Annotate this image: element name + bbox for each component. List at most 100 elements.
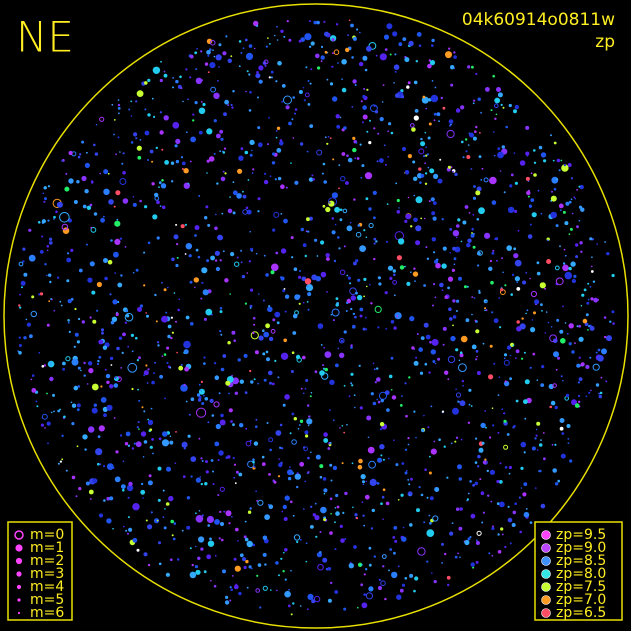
star (86, 243, 88, 246)
star (513, 424, 516, 428)
star (546, 259, 552, 264)
star (252, 543, 256, 547)
star (504, 545, 507, 549)
star (570, 177, 574, 180)
star (43, 186, 47, 190)
star (155, 146, 158, 150)
star (262, 585, 268, 591)
star (515, 349, 520, 354)
star (475, 125, 478, 129)
star (214, 554, 217, 557)
star (576, 325, 579, 328)
star (402, 37, 407, 41)
star (404, 265, 406, 268)
star (397, 238, 405, 245)
star (549, 334, 557, 343)
star (411, 127, 416, 132)
star (180, 363, 183, 366)
star (143, 552, 148, 557)
star (350, 346, 353, 349)
star (264, 172, 267, 175)
star (18, 336, 21, 339)
star (122, 460, 125, 463)
star (130, 100, 133, 103)
image-id: 04k60914o0811w (462, 10, 615, 30)
star (28, 228, 32, 232)
star (480, 179, 483, 181)
star (348, 395, 351, 398)
star (175, 223, 178, 226)
star (59, 408, 61, 411)
star (459, 400, 466, 407)
star (441, 263, 447, 269)
star (212, 49, 214, 51)
star (494, 237, 499, 241)
star (41, 235, 44, 238)
star (310, 391, 313, 394)
star (267, 503, 270, 506)
star (80, 369, 82, 372)
star (305, 66, 308, 69)
magnitude-label: m=6 (30, 605, 64, 621)
star (416, 508, 420, 513)
star (269, 381, 272, 385)
star (359, 307, 364, 312)
star (520, 487, 523, 489)
star (275, 136, 278, 139)
star (329, 497, 333, 501)
star (491, 311, 494, 314)
star (561, 432, 565, 435)
star (567, 442, 570, 444)
star (114, 376, 117, 379)
star (42, 192, 45, 195)
star (201, 281, 204, 284)
star (453, 55, 457, 59)
star (249, 439, 252, 442)
zp-label: zp=8.0 (556, 566, 606, 582)
star (504, 380, 507, 383)
star (467, 492, 470, 495)
star (302, 446, 306, 449)
star (331, 38, 335, 42)
star (239, 423, 244, 428)
star (401, 395, 403, 397)
star (218, 537, 221, 540)
star (222, 51, 227, 56)
star (268, 336, 274, 342)
star (424, 182, 428, 185)
star (46, 421, 51, 426)
star (96, 281, 102, 288)
star (359, 143, 362, 146)
star (264, 64, 267, 67)
star (194, 51, 198, 55)
star (284, 294, 290, 299)
star (252, 168, 255, 171)
star (464, 205, 469, 209)
star (494, 97, 501, 104)
star (229, 586, 232, 589)
star (285, 105, 290, 110)
star (46, 392, 48, 395)
star (336, 302, 339, 305)
star (82, 204, 87, 209)
star (109, 496, 114, 501)
star (253, 323, 256, 326)
star (243, 565, 247, 570)
star (485, 87, 490, 92)
star (135, 268, 139, 272)
star (563, 248, 566, 251)
star (249, 230, 251, 233)
star (536, 379, 539, 382)
star (263, 378, 267, 382)
star (183, 340, 191, 349)
star (383, 34, 390, 40)
star (313, 595, 321, 603)
star (580, 250, 583, 253)
star (521, 317, 524, 320)
star (51, 298, 53, 301)
star (212, 483, 215, 486)
star (413, 360, 419, 366)
star (401, 536, 407, 542)
star (93, 212, 98, 216)
